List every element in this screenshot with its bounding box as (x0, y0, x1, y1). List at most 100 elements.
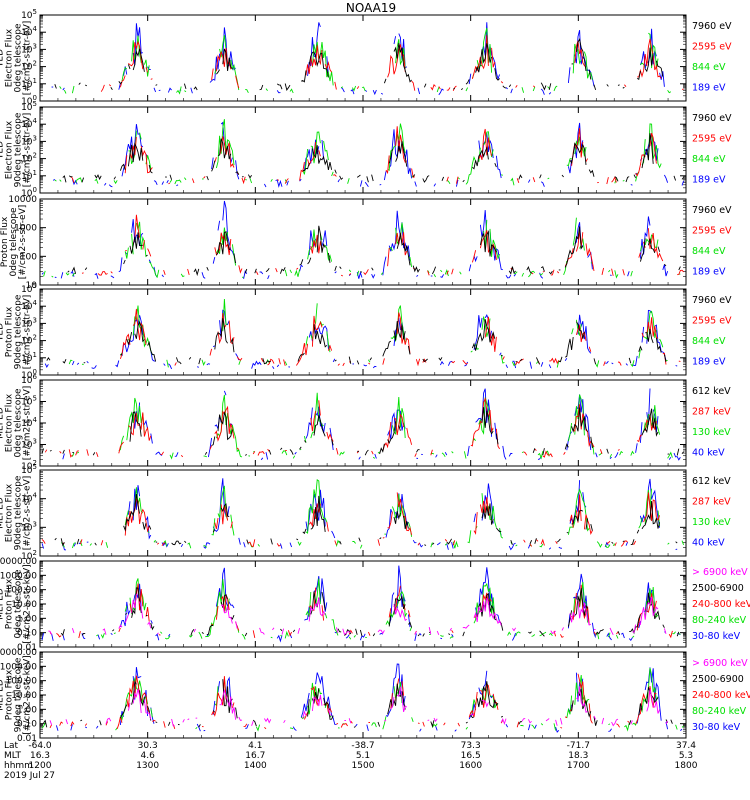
legend-entry: 189 eV (692, 175, 726, 186)
y-tick-label: 10000.00 (0, 557, 37, 567)
legend-entry: 7960 eV (692, 295, 732, 306)
y-tick-label: 100 (21, 368, 37, 381)
footer-axis-name: Lat (4, 741, 19, 751)
series-trace (67, 225, 681, 277)
legend-entry: 130 keV (692, 427, 731, 438)
y-tick-label: 0.01 (17, 643, 37, 653)
footer-axis-name: hhmm (4, 761, 33, 771)
legend-entry: 189 eV (692, 357, 726, 368)
y-tick-label: 102 (21, 459, 37, 472)
y-axis-label: MEPEDElectron Flux0deg telescope[#/cm2-s… (0, 386, 33, 461)
y-axis-label: MEPEDProton Flux0deg telescope[#/cm2-s-s… (0, 564, 33, 643)
series-trace (63, 389, 684, 460)
y-tick-label: 105 (21, 8, 37, 21)
y-tick-label: 1000 (14, 224, 37, 234)
footer-tick-label: 1500 (352, 761, 375, 771)
y-tick-label: 104 (21, 416, 37, 429)
series-trace (62, 133, 684, 183)
footer-tick-label: 18.3 (568, 751, 588, 761)
series-trace (50, 686, 674, 726)
footer-tick-label: 1300 (136, 761, 159, 771)
legend-entry: 7960 eV (692, 205, 732, 216)
series-trace (81, 214, 684, 277)
y-axis-label: TEDElectron Flux90deg telescope[#/cm2-s-… (0, 112, 33, 187)
legend-entry: 240-800 keV (692, 599, 750, 610)
legend-entry: 40 keV (692, 448, 725, 459)
series-trace (69, 299, 683, 368)
footer-tick-label: 4.1 (248, 741, 262, 751)
footer-tick-label: 16.3 (30, 751, 50, 761)
y-tick-label: 105 (21, 395, 37, 408)
y-tick-label: 103 (21, 438, 37, 451)
footer-tick-label: 16.5 (461, 751, 481, 761)
footer-date: 2019 Jul 27 (4, 771, 55, 781)
series-trace (54, 493, 678, 547)
series-trace (59, 27, 672, 95)
footer-axis: LatMLThhmm-64.016.3120030.34.613004.116.… (4, 741, 698, 781)
series-trace (42, 566, 684, 641)
series-trace (45, 310, 680, 369)
y-tick-label: 0.10 (17, 629, 37, 639)
legend-entry: 2500-6900 (692, 674, 744, 685)
footer-tick-label: 5.1 (356, 751, 370, 761)
legend-entry: 80-240 keV (692, 615, 747, 626)
series-trace (96, 578, 681, 640)
panel-7: 0.01 0.10 1.00 10.00 100.00 1000.00 10000.00ME… (0, 557, 750, 653)
y-tick-label: 10000 (8, 195, 37, 205)
y-tick-label: 1.00 (17, 614, 37, 624)
y-tick-label: 10 (26, 281, 38, 291)
footer-tick-label: 30.3 (138, 741, 158, 751)
panel-frame (39, 469, 687, 557)
y-tick-label: 102 (21, 60, 37, 73)
plot-title: NOAA19 (346, 1, 396, 15)
footer-tick-label: 16.7 (245, 751, 265, 761)
legend-entry: 189 eV (692, 267, 726, 278)
series-trace (60, 478, 685, 549)
footer-tick-label: -38.7 (351, 741, 374, 751)
y-tick-label: 100 (21, 94, 37, 107)
series-trace (100, 35, 684, 92)
legend-entry: 844 eV (692, 154, 726, 165)
y-tick-label: 103 (21, 42, 37, 55)
y-tick-label: 1000.00 (0, 662, 37, 672)
y-tick-label: 101 (21, 351, 37, 364)
y-tick-label: 105 (21, 100, 37, 113)
footer-tick-label: 4.6 (141, 751, 156, 761)
y-tick-label: 104 (21, 25, 37, 38)
y-tick-label: 104 (21, 492, 37, 505)
legend-entry: 7960 eV (692, 21, 732, 32)
y-axis-label: TEDProton Flux90deg telescope[#/cm2-s-st… (0, 294, 33, 369)
panel-frame (39, 560, 687, 648)
y-tick-label: 101 (21, 77, 37, 90)
legend-entry: 240-800 keV (692, 690, 750, 701)
y-tick-label: 100.00 (6, 586, 38, 596)
y-tick-label: 102 (21, 549, 37, 562)
footer-tick-label: 37.4 (676, 741, 696, 751)
legend-entry: 287 keV (692, 497, 731, 508)
legend-entry: 844 eV (692, 246, 726, 257)
legend-entry: 2595 eV (692, 134, 732, 145)
footer-tick-label: 1400 (244, 761, 267, 771)
y-tick-label: 102 (21, 152, 37, 165)
series-trace (41, 667, 684, 732)
footer-tick-label: 1200 (29, 761, 52, 771)
legend-entry: 2595 eV (692, 226, 732, 237)
footer-tick-label: -64.0 (28, 741, 52, 751)
legend-entry: > 6900 keV (692, 658, 748, 669)
legend-entry: 130 keV (692, 517, 731, 528)
y-axis-label: TEDElectron Flux0deg telescope[#/cm2-s-s… (0, 21, 33, 96)
legend-entry: 2500-6900 (692, 583, 744, 594)
legend-entry: 612 keV (692, 476, 731, 487)
footer-tick-label: 1600 (459, 761, 482, 771)
footer-tick-label: 1800 (675, 761, 698, 771)
y-tick-label: 1000.00 (0, 571, 37, 581)
y-tick-label: 100 (21, 186, 37, 199)
series-trace (43, 217, 681, 279)
series-trace (43, 679, 673, 728)
y-tick-label: 105 (21, 463, 37, 476)
y-tick-label: 103 (21, 316, 37, 329)
y-tick-label: 101 (21, 169, 37, 182)
